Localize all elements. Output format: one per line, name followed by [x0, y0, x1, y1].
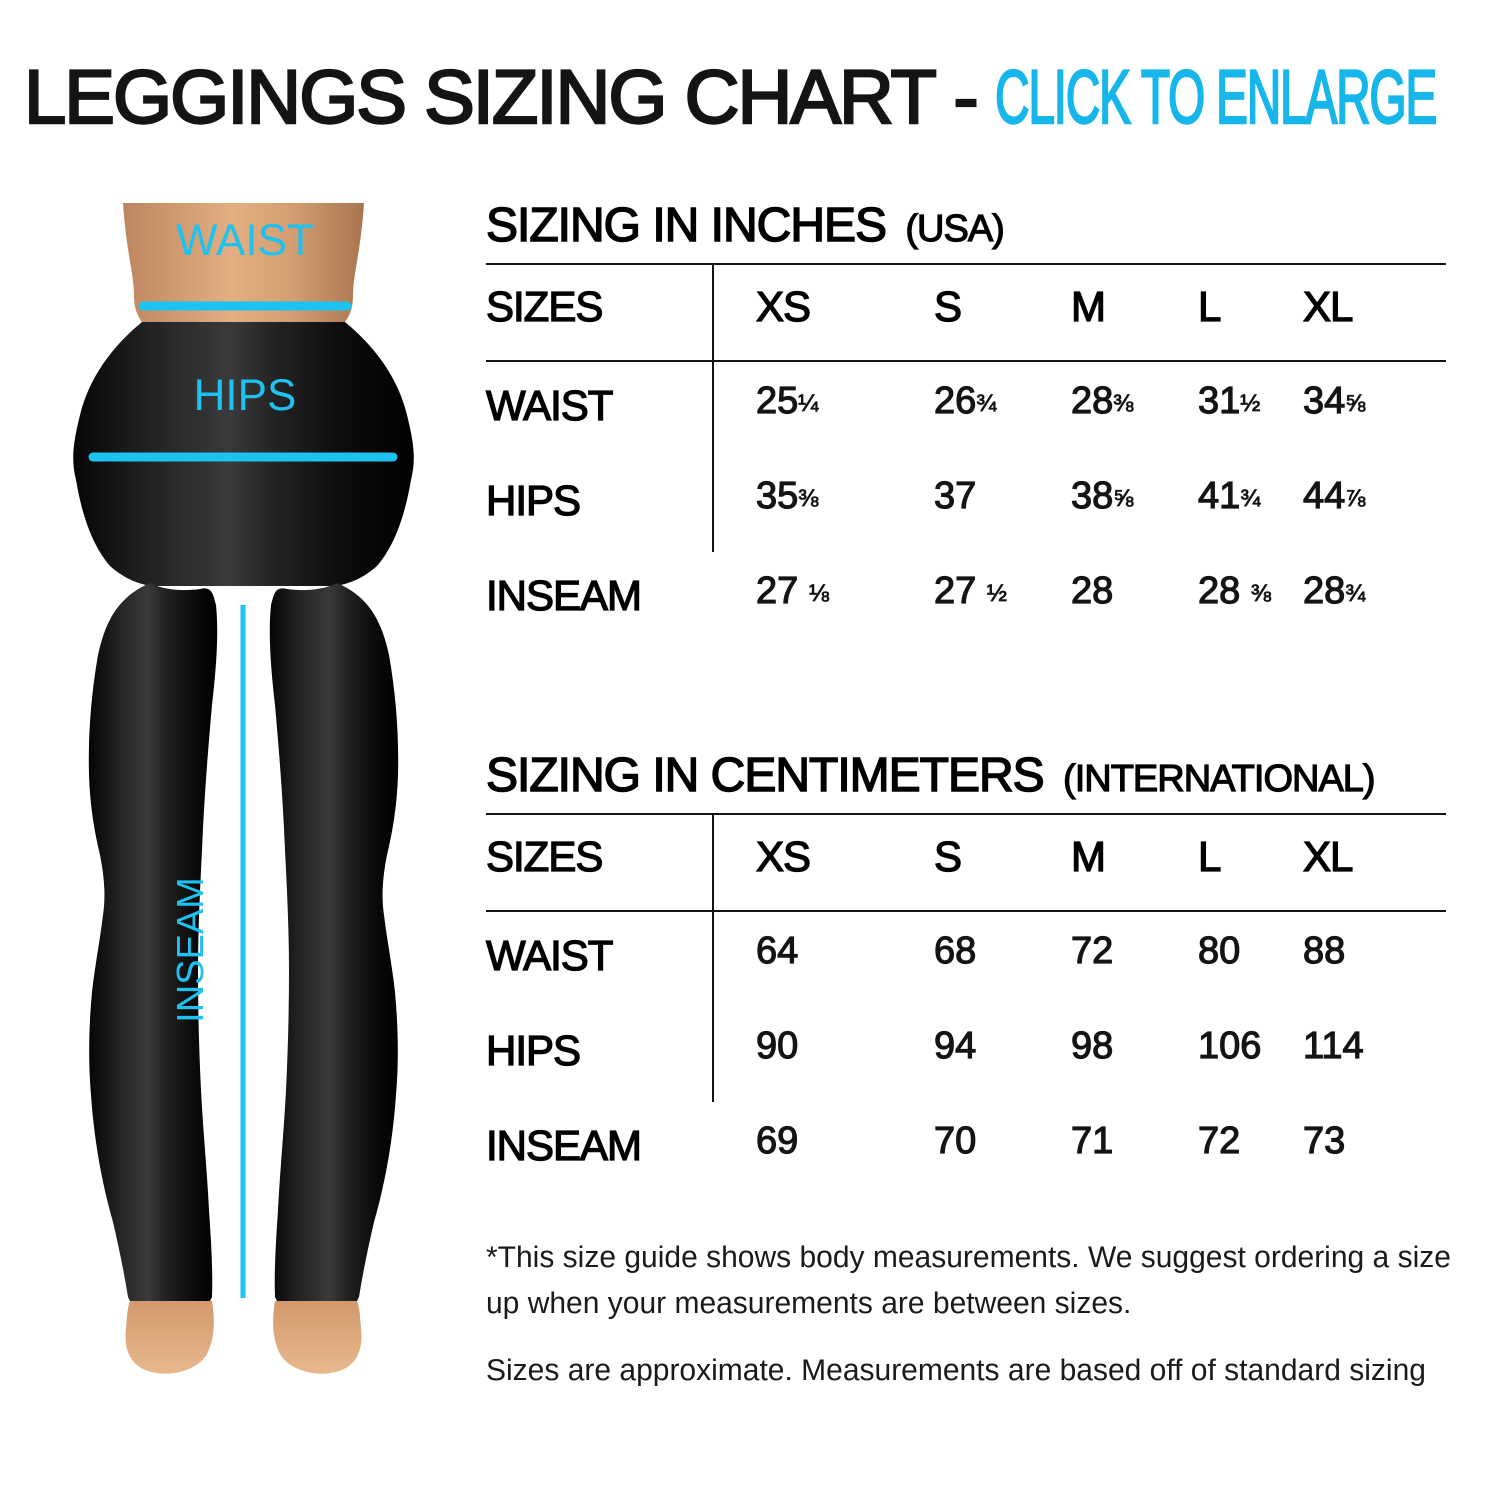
- svg-text:INSEAM: INSEAM: [170, 877, 212, 1023]
- svg-text:HIPS: HIPS: [194, 371, 297, 420]
- svg-text:WAIST: WAIST: [176, 216, 314, 265]
